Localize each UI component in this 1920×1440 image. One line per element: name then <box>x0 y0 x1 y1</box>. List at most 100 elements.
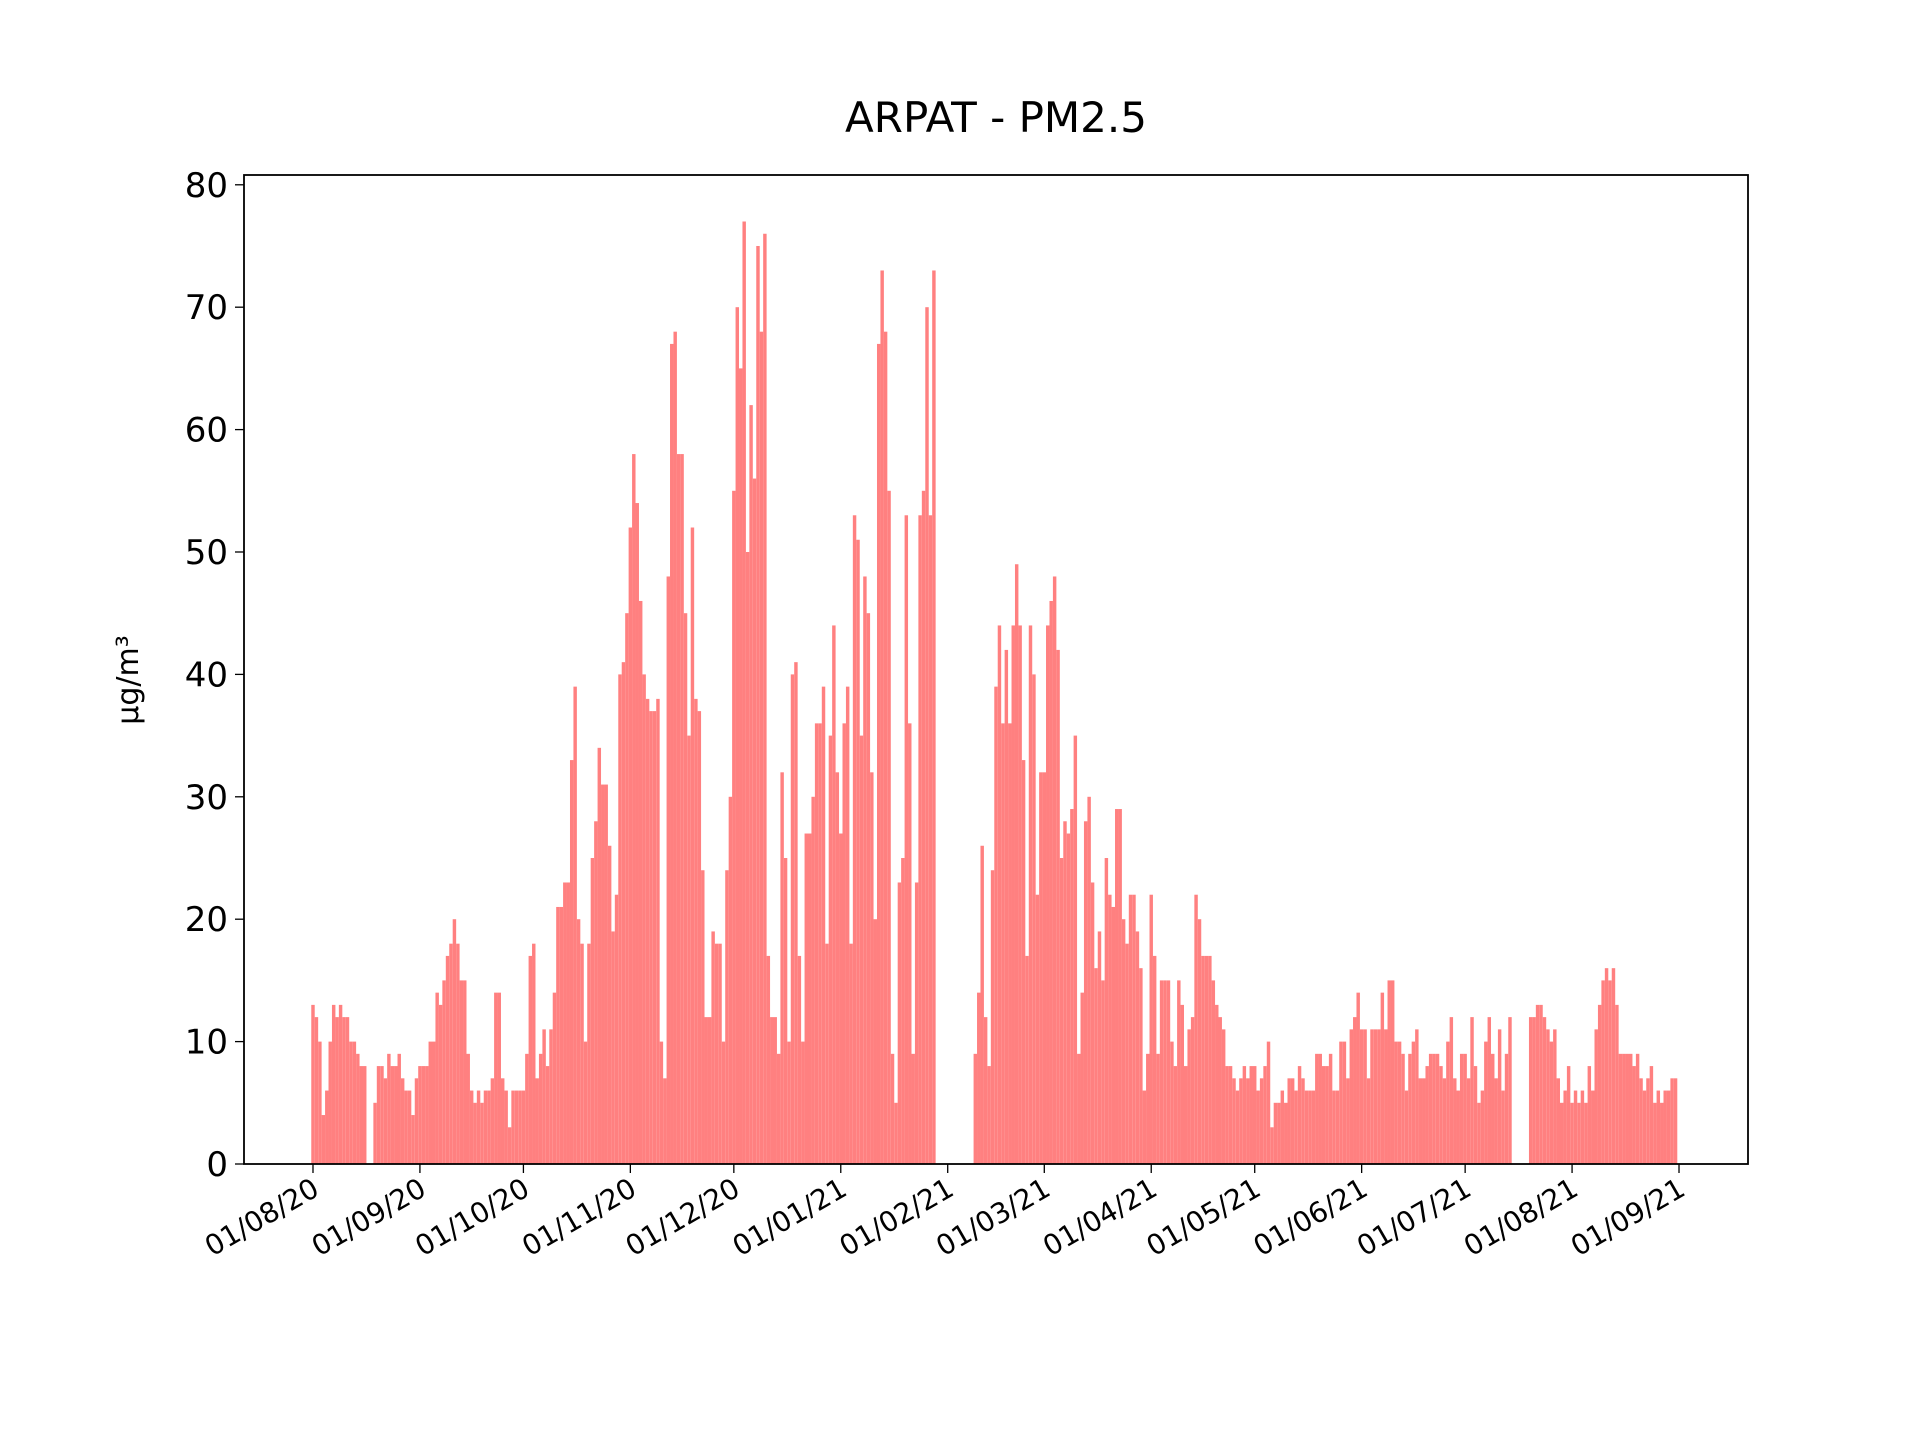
y-tick-label: 20 <box>185 900 228 940</box>
bar <box>1608 980 1612 1164</box>
bar <box>538 1053 543 1164</box>
bar <box>1325 1066 1329 1164</box>
bar <box>469 1090 474 1164</box>
bar <box>1377 1029 1381 1164</box>
bar <box>407 1090 412 1164</box>
bar <box>783 857 788 1164</box>
bar <box>521 1090 526 1164</box>
bar <box>1163 980 1167 1164</box>
bar <box>1177 980 1181 1164</box>
bar <box>1604 968 1609 1164</box>
bar <box>1594 1029 1598 1164</box>
bar <box>604 784 608 1164</box>
bar <box>535 1078 539 1164</box>
bar <box>432 1041 436 1164</box>
bar <box>1125 943 1129 1164</box>
bar <box>914 882 919 1164</box>
bar <box>1649 1066 1654 1164</box>
x-tick-label: 01/07/21 <box>1351 1171 1476 1262</box>
bar <box>1128 894 1133 1164</box>
bar <box>497 992 501 1164</box>
bar <box>490 1078 495 1164</box>
bar <box>1359 1029 1364 1164</box>
bar <box>1415 1029 1419 1164</box>
bar <box>1204 955 1209 1164</box>
bar <box>842 723 846 1164</box>
bar <box>1266 1041 1271 1164</box>
bar <box>1059 857 1064 1164</box>
bar <box>1280 1090 1285 1164</box>
bar <box>1642 1090 1647 1164</box>
bar <box>1580 1090 1585 1164</box>
bar <box>925 307 929 1164</box>
bar <box>1321 1066 1326 1164</box>
bar <box>463 980 467 1164</box>
bar <box>1663 1090 1667 1164</box>
bar <box>1418 1078 1423 1164</box>
x-tick-label: 01/08/20 <box>199 1171 324 1262</box>
bar <box>632 454 636 1165</box>
bar <box>1194 894 1198 1164</box>
bar <box>1066 833 1071 1164</box>
bar <box>1052 576 1057 1164</box>
bar <box>473 1102 477 1164</box>
bar <box>697 711 702 1164</box>
bar <box>1484 1041 1488 1164</box>
bar <box>1397 1041 1402 1164</box>
bar <box>618 674 622 1164</box>
bar <box>1504 1053 1509 1164</box>
bar <box>828 735 833 1164</box>
bar <box>511 1090 515 1164</box>
bar <box>676 454 681 1165</box>
bar <box>1563 1090 1567 1164</box>
bar <box>876 343 881 1165</box>
bar <box>1411 1041 1416 1164</box>
bar <box>1528 1017 1533 1164</box>
bar <box>621 662 626 1164</box>
bar <box>1618 1053 1623 1164</box>
bar <box>1108 894 1112 1164</box>
bar <box>580 943 584 1164</box>
bar <box>404 1090 408 1164</box>
bar <box>1401 1053 1405 1164</box>
bar <box>1304 1090 1309 1164</box>
bar <box>1090 882 1095 1164</box>
bar <box>794 662 798 1164</box>
bar <box>797 955 802 1164</box>
y-tick-label: 10 <box>185 1023 228 1063</box>
bar <box>1470 1017 1474 1164</box>
bar <box>659 1041 664 1164</box>
bar <box>1508 1017 1512 1164</box>
bar <box>766 955 771 1164</box>
bar <box>1297 1066 1302 1164</box>
bar <box>1287 1078 1291 1164</box>
bar <box>1573 1090 1578 1164</box>
bar <box>1232 1078 1236 1164</box>
bar <box>835 772 840 1164</box>
bar <box>645 698 650 1164</box>
bar <box>1535 1004 1540 1164</box>
bar <box>569 760 574 1164</box>
bar <box>414 1078 419 1164</box>
bar <box>728 796 733 1164</box>
bar <box>1349 1029 1354 1164</box>
bar <box>894 1102 898 1164</box>
bar <box>1356 992 1360 1164</box>
bar <box>390 1066 395 1164</box>
bar <box>1083 821 1088 1164</box>
bar <box>494 992 498 1164</box>
bar <box>335 1017 339 1164</box>
bar <box>1021 760 1026 1164</box>
bar <box>987 1066 991 1164</box>
bar <box>549 1029 553 1164</box>
bar <box>1666 1090 1671 1164</box>
bar <box>483 1090 488 1164</box>
bar <box>576 919 581 1164</box>
bar <box>666 576 671 1164</box>
bar <box>1639 1078 1643 1164</box>
bar <box>1184 1066 1188 1164</box>
bar <box>1159 980 1164 1164</box>
bar <box>1591 1090 1595 1164</box>
bar <box>742 221 746 1164</box>
bar <box>763 233 767 1165</box>
